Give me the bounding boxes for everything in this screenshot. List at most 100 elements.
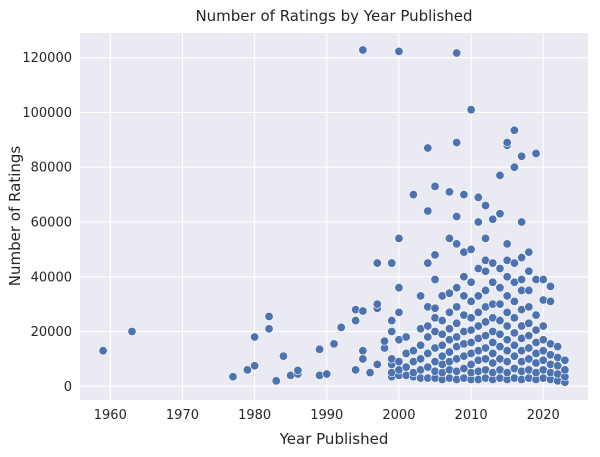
data-point bbox=[452, 212, 462, 222]
data-point bbox=[423, 332, 433, 342]
data-point bbox=[488, 277, 498, 287]
data-point bbox=[459, 364, 469, 374]
y-tick-label: 100000 bbox=[22, 106, 72, 121]
y-tick-label: 120000 bbox=[22, 51, 72, 66]
data-point bbox=[444, 324, 454, 334]
data-point bbox=[473, 321, 483, 331]
y-axis-label: Number of Ratings bbox=[6, 146, 24, 287]
data-point bbox=[444, 347, 454, 357]
data-point bbox=[416, 340, 426, 350]
data-point bbox=[488, 358, 498, 368]
data-point bbox=[495, 264, 505, 274]
data-point bbox=[509, 313, 519, 323]
data-point bbox=[358, 354, 368, 364]
data-point bbox=[481, 354, 491, 364]
data-point bbox=[372, 258, 382, 268]
data-point bbox=[394, 357, 404, 367]
y-tick-label: 80000 bbox=[31, 161, 72, 176]
data-point bbox=[502, 272, 512, 282]
data-points bbox=[98, 45, 570, 387]
data-point bbox=[509, 340, 519, 350]
data-point bbox=[336, 322, 346, 332]
data-point bbox=[488, 214, 498, 224]
data-point bbox=[423, 258, 433, 268]
data-point bbox=[437, 340, 447, 350]
data-point bbox=[387, 316, 397, 326]
data-point bbox=[466, 105, 476, 115]
data-point bbox=[408, 346, 418, 356]
data-point bbox=[502, 307, 512, 317]
data-point bbox=[278, 351, 288, 361]
data-point bbox=[98, 346, 108, 356]
data-point bbox=[524, 343, 534, 353]
data-point bbox=[416, 354, 426, 364]
data-point bbox=[531, 325, 541, 335]
data-point bbox=[502, 321, 512, 331]
data-point bbox=[502, 335, 512, 345]
data-point bbox=[545, 296, 555, 306]
data-point bbox=[502, 368, 512, 378]
data-point bbox=[509, 162, 519, 172]
data-point bbox=[444, 233, 454, 243]
data-point bbox=[380, 336, 390, 346]
data-point bbox=[264, 324, 274, 334]
data-point bbox=[502, 138, 512, 148]
data-point bbox=[387, 327, 397, 337]
data-point bbox=[358, 346, 368, 356]
data-point bbox=[538, 321, 548, 331]
data-point bbox=[488, 348, 498, 358]
data-point bbox=[538, 346, 548, 356]
x-tick-label: 2010 bbox=[455, 408, 488, 423]
data-point bbox=[473, 291, 483, 301]
data-point bbox=[466, 325, 476, 335]
data-point bbox=[481, 331, 491, 341]
x-tick-label: 2000 bbox=[382, 408, 415, 423]
x-axis-label: Year Published bbox=[279, 430, 389, 448]
data-point bbox=[452, 302, 462, 312]
data-point bbox=[509, 258, 519, 268]
data-point bbox=[437, 316, 447, 326]
data-point bbox=[524, 247, 534, 257]
data-point bbox=[473, 307, 483, 317]
data-point bbox=[459, 291, 469, 301]
data-point bbox=[423, 362, 433, 372]
data-point bbox=[372, 359, 382, 369]
data-point bbox=[538, 335, 548, 345]
y-tick-label: 60000 bbox=[31, 215, 72, 230]
data-point bbox=[444, 187, 454, 197]
data-point bbox=[538, 274, 548, 284]
data-point bbox=[401, 362, 411, 372]
y-tick-labels: 0 20000 40000 60000 80000 100000 120000 bbox=[22, 51, 72, 395]
data-point bbox=[271, 376, 281, 386]
data-point bbox=[293, 365, 303, 375]
data-point bbox=[430, 274, 440, 284]
data-point bbox=[481, 201, 491, 211]
data-point bbox=[560, 355, 570, 365]
data-point bbox=[517, 151, 527, 161]
data-point bbox=[444, 288, 454, 298]
data-point bbox=[481, 266, 491, 276]
data-point bbox=[481, 285, 491, 295]
data-point bbox=[351, 365, 361, 375]
data-point bbox=[502, 357, 512, 367]
data-point bbox=[250, 361, 260, 371]
data-point bbox=[524, 318, 534, 328]
data-point bbox=[553, 342, 563, 352]
x-tick-label: 2020 bbox=[527, 408, 560, 423]
data-point bbox=[517, 274, 527, 284]
data-point bbox=[473, 217, 483, 227]
data-point bbox=[517, 253, 527, 263]
data-point bbox=[524, 354, 534, 364]
data-point bbox=[387, 258, 397, 268]
data-point bbox=[408, 190, 418, 200]
data-point bbox=[531, 149, 541, 159]
data-point bbox=[322, 369, 332, 379]
data-point bbox=[430, 181, 440, 191]
data-point bbox=[488, 337, 498, 347]
data-point bbox=[437, 329, 447, 339]
data-point bbox=[509, 296, 519, 306]
data-point bbox=[423, 143, 433, 153]
data-point bbox=[250, 332, 260, 342]
data-point bbox=[430, 250, 440, 260]
data-point bbox=[416, 291, 426, 301]
